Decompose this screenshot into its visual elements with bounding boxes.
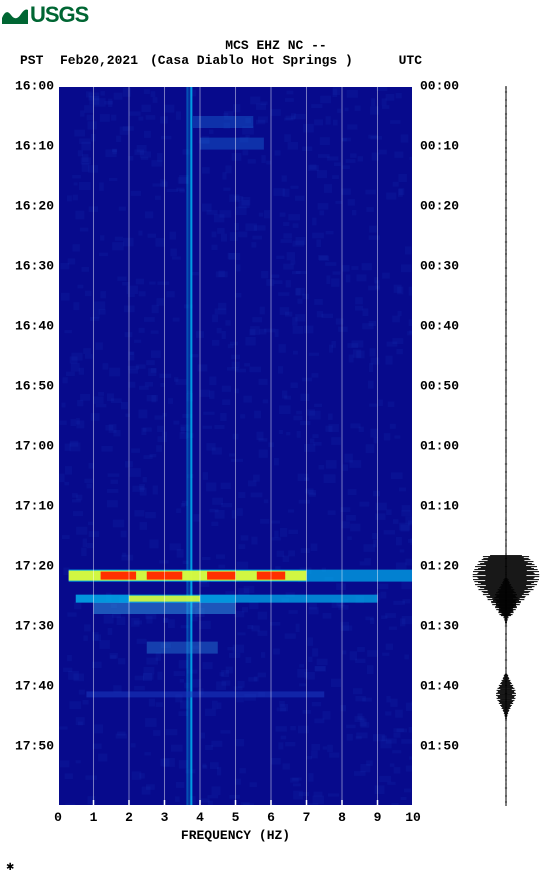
x-tick: 0 xyxy=(54,810,62,825)
y-right-tick: 00:00 xyxy=(420,79,459,94)
x-tick: 9 xyxy=(374,810,382,825)
x-tick: 5 xyxy=(232,810,240,825)
y-left-tick: 17:50 xyxy=(15,739,54,754)
y-left-tick: 16:50 xyxy=(15,379,54,394)
y-axis-right-labels: 00:0000:1000:2000:3000:4000:5001:0001:10… xyxy=(418,86,464,806)
usgs-logo: USGS xyxy=(2,2,88,28)
y-right-tick: 00:10 xyxy=(420,139,459,154)
waveform-panel xyxy=(470,86,542,806)
y-right-tick: 00:30 xyxy=(420,259,459,274)
waveform-svg xyxy=(470,86,542,806)
y-axis-left-labels: 16:0016:1016:2016:3016:4016:5017:0017:10… xyxy=(10,86,56,806)
x-tick: 6 xyxy=(267,810,275,825)
station-label: (Casa Diablo Hot Springs ) xyxy=(150,53,353,68)
x-axis-title: FREQUENCY (HZ) xyxy=(58,828,413,843)
y-left-tick: 17:10 xyxy=(15,499,54,514)
cursor-mark: ✱ xyxy=(6,862,14,873)
y-left-tick: 17:40 xyxy=(15,679,54,694)
y-left-tick: 17:30 xyxy=(15,619,54,634)
y-right-tick: 01:20 xyxy=(420,559,459,574)
y-left-tick: 16:10 xyxy=(15,139,54,154)
x-tick: 3 xyxy=(161,810,169,825)
y-left-tick: 16:30 xyxy=(15,259,54,274)
x-tick: 2 xyxy=(125,810,133,825)
y-left-tick: 17:00 xyxy=(15,439,54,454)
usgs-wave-icon xyxy=(2,6,28,24)
date-label: Feb20,2021 xyxy=(60,53,150,68)
y-left-tick: 16:00 xyxy=(15,79,54,94)
chart-header: MCS EHZ NC -- PST Feb20,2021 (Casa Diabl… xyxy=(0,38,552,68)
y-right-tick: 01:40 xyxy=(420,679,459,694)
y-right-tick: 00:40 xyxy=(420,319,459,334)
x-tick: 7 xyxy=(303,810,311,825)
x-tick: 8 xyxy=(338,810,346,825)
spectrogram-svg xyxy=(58,86,413,806)
spectrogram-plot xyxy=(58,86,413,806)
y-left-tick: 17:20 xyxy=(15,559,54,574)
tz-right-label: UTC xyxy=(399,53,532,68)
usgs-logo-text: USGS xyxy=(30,2,88,28)
y-left-tick: 16:40 xyxy=(15,319,54,334)
x-tick: 1 xyxy=(90,810,98,825)
y-right-tick: 01:10 xyxy=(420,499,459,514)
y-right-tick: 01:00 xyxy=(420,439,459,454)
y-right-tick: 00:20 xyxy=(420,199,459,214)
y-right-tick: 01:30 xyxy=(420,619,459,634)
chart-title: MCS EHZ NC -- xyxy=(0,38,552,53)
x-tick: 10 xyxy=(405,810,421,825)
x-axis-labels: 012345678910 xyxy=(58,810,413,830)
y-right-tick: 01:50 xyxy=(420,739,459,754)
y-right-tick: 00:50 xyxy=(420,379,459,394)
y-left-tick: 16:20 xyxy=(15,199,54,214)
x-tick: 4 xyxy=(196,810,204,825)
tz-left-label: PST xyxy=(20,53,60,68)
